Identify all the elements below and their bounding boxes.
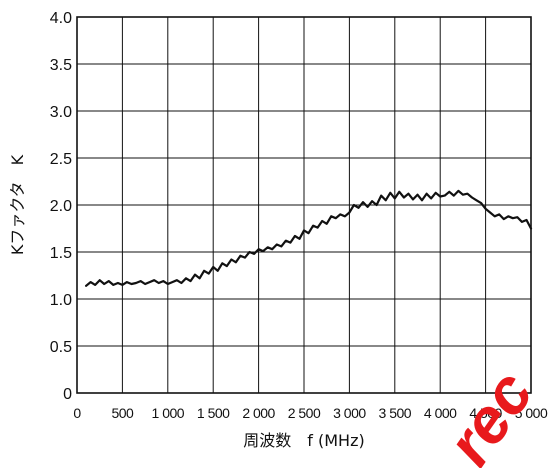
y-axis-title: Kファクタ K xyxy=(8,154,27,255)
x-tick-label: 500 xyxy=(111,405,134,421)
x-tick-label: 3 000 xyxy=(333,405,366,421)
y-tick-label: 3.5 xyxy=(50,57,72,74)
x-tick-label: 0 xyxy=(73,405,81,421)
y-axis-ticks: 0 0.5 1.0 1.5 2.0 2.5 3.0 3.5 4.0 xyxy=(50,10,72,403)
series-line xyxy=(84,189,533,287)
y-tick-label: 1.0 xyxy=(50,292,72,309)
series-layer xyxy=(84,189,533,287)
x-axis-ticks: 0 500 1 000 1 500 2 000 2 500 3 000 3 500 4 000 4… xyxy=(73,405,548,421)
y-tick-label: 4.0 xyxy=(50,10,72,27)
x-tick-label: 2 500 xyxy=(288,405,321,421)
x-tick-label: 2 000 xyxy=(242,405,275,421)
y-tick-label: 2.0 xyxy=(50,198,72,215)
x-tick-label: 5 000 xyxy=(515,405,548,421)
y-tick-label: 0 xyxy=(63,386,72,403)
x-tick-label: 1 500 xyxy=(197,405,230,421)
x-tick-label: 1 000 xyxy=(152,405,185,421)
y-tick-label: 3.0 xyxy=(50,104,72,121)
x-tick-label: 4 500 xyxy=(469,405,502,421)
watermark-logo: rec xyxy=(432,358,546,468)
x-tick-label: 3 500 xyxy=(379,405,412,421)
x-axis-title: 周波数 f (MHz) xyxy=(243,431,364,450)
x-tick-label: 4 000 xyxy=(424,405,457,421)
y-tick-label: 0.5 xyxy=(50,339,72,356)
y-tick-label: 2.5 xyxy=(50,151,72,168)
y-tick-label: 1.5 xyxy=(50,245,72,262)
grid xyxy=(77,17,531,393)
plot-frame xyxy=(76,16,532,394)
